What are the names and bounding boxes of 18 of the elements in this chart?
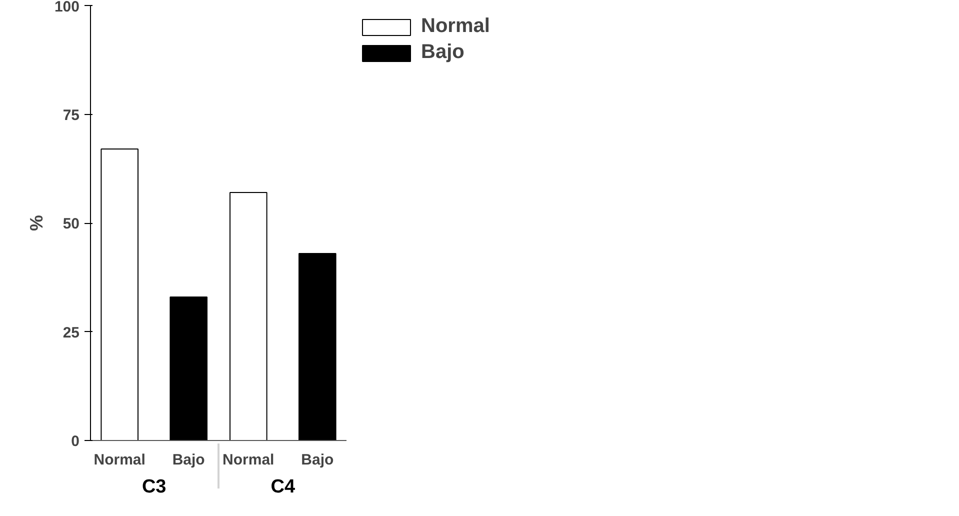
x-tick-label: C3 — [142, 476, 166, 498]
bar — [100, 148, 138, 440]
legend-label: Normal — [421, 15, 490, 38]
y-tick-label: 100 — [54, 0, 80, 16]
y-tick-label: 25 — [62, 324, 80, 342]
y-axis-title: % — [26, 214, 46, 231]
y-tick-label: 0 — [71, 433, 80, 450]
bar — [230, 192, 268, 440]
y-tick-label: 50 — [62, 216, 80, 232]
legend-label: Bajo — [421, 41, 464, 64]
text: Bajo — [172, 452, 205, 468]
bar — [298, 252, 336, 440]
x-tick-label: C4 — [270, 476, 296, 498]
text: Normal — [222, 452, 274, 468]
text: Normal — [94, 452, 146, 468]
text: Bajo — [301, 452, 334, 468]
y-tick-label: 75 — [62, 106, 80, 124]
bar — [170, 296, 208, 440]
